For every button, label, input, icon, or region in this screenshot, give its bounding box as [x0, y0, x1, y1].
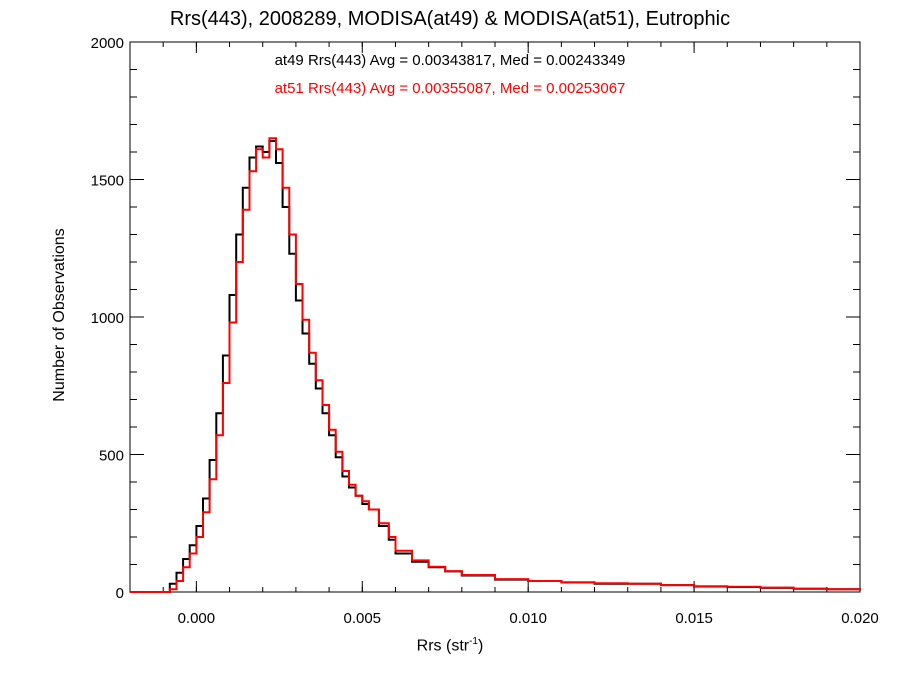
y-tick-label: 0 — [116, 585, 124, 602]
plot-frame — [129, 41, 861, 593]
x-tick-label: 0.005 — [343, 610, 381, 627]
y-axis-label: Number of Observations — [51, 228, 68, 402]
x-tick-label: 0.010 — [509, 610, 547, 627]
annotation-at49: at49 Rrs(443) Avg = 0.00343817, Med = 0.… — [274, 52, 626, 69]
x-tick-label: 0.020 — [841, 610, 879, 627]
x-tick-label: 0.015 — [675, 610, 713, 627]
y-tick-label: 500 — [99, 448, 124, 465]
y-tick-label: 1000 — [91, 310, 124, 327]
x-tick-label: 0.000 — [178, 610, 216, 627]
x-axis-label-close: ) — [478, 637, 484, 655]
x-axis-label-text: Rrs (str — [416, 637, 470, 655]
y-tick-label: 1500 — [91, 173, 124, 190]
x-axis-label: Rrs (str-1) — [0, 636, 900, 655]
series-at49-line — [130, 140, 861, 593]
series-at51-line — [130, 137, 861, 593]
chart-title: Rrs(443), 2008289, MODISA(at49) & MODISA… — [169, 8, 731, 30]
annotation-at51: at51 Rrs(443) Avg = 0.00355087, Med = 0.… — [274, 80, 626, 97]
y-tick-label: 2000 — [91, 35, 124, 52]
x-axis-label-exponent: -1 — [469, 636, 478, 647]
